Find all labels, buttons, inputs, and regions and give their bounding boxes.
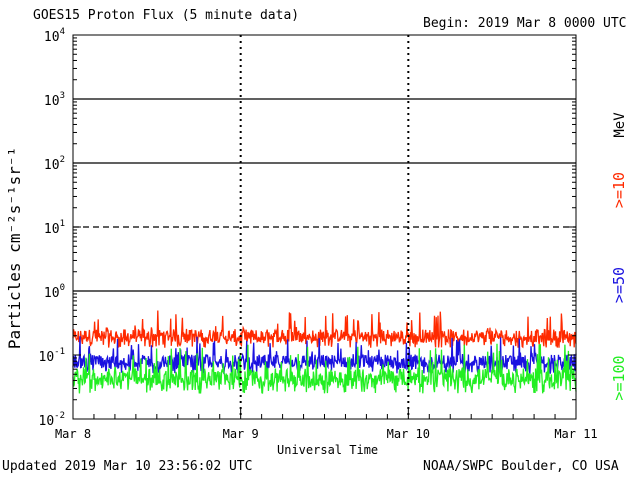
y-tick-label: 101 bbox=[44, 219, 65, 237]
x-tick-label: Mar 10 bbox=[387, 427, 430, 441]
series-line-ge100 bbox=[72, 343, 577, 394]
x-tick-label: Mar 9 bbox=[223, 427, 259, 441]
x-tick-label: Mar 8 bbox=[55, 427, 91, 441]
y-axis-label: Particles cm⁻²s⁻¹sr⁻¹ bbox=[5, 147, 24, 349]
legend-unit-label: MeV bbox=[612, 112, 628, 138]
y-tick-label: 10-1 bbox=[39, 347, 66, 365]
legend-label-ge100: >=100 bbox=[610, 355, 628, 400]
legend-label-ge50: >=50 bbox=[610, 267, 628, 303]
series-line-ge10 bbox=[72, 310, 577, 349]
y-tick-label: 100 bbox=[44, 283, 65, 301]
credit-text: NOAA/SWPC Boulder, CO USA bbox=[423, 459, 619, 474]
y-tick-label: 10-2 bbox=[39, 411, 66, 429]
legend-label-ge10: >=10 bbox=[610, 172, 628, 208]
chart-title: GOES15 Proton Flux (5 minute data) bbox=[33, 8, 300, 23]
y-tick-label: 102 bbox=[44, 155, 65, 173]
x-axis-label: Universal Time bbox=[277, 443, 379, 457]
begin-time: Begin: 2019 Mar 8 0000 UTC bbox=[423, 16, 627, 31]
x-tick-label: Mar 11 bbox=[554, 427, 597, 441]
y-tick-label: 103 bbox=[44, 91, 65, 109]
updated-timestamp: Updated 2019 Mar 10 23:56:02 UTC bbox=[2, 459, 253, 474]
y-tick-label: 104 bbox=[44, 27, 65, 45]
